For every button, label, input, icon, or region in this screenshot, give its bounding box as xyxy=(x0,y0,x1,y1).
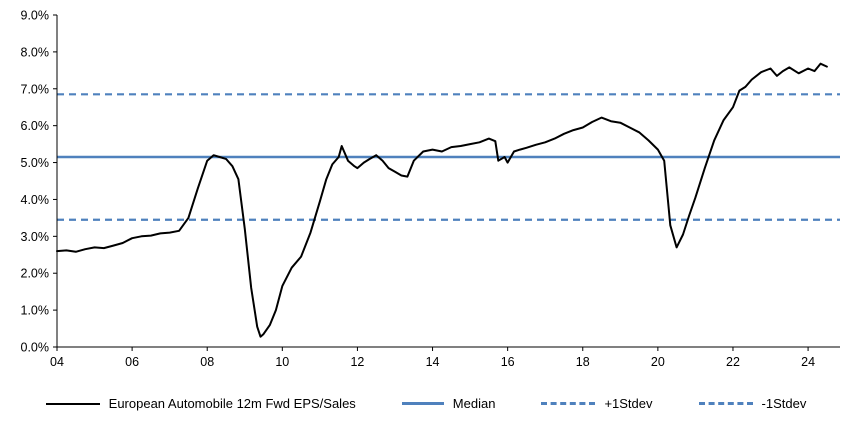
legend-label-series: European Automobile 12m Fwd EPS/Sales xyxy=(108,396,356,411)
plus1stdev-line-swatch xyxy=(541,402,596,405)
legend-label-plus1stdev: +1Stdev xyxy=(604,396,653,411)
x-tick-label: 14 xyxy=(426,355,440,369)
legend-label-minus1stdev: -1Stdev xyxy=(761,396,807,411)
y-tick-label: 8.0% xyxy=(21,45,50,59)
minus1stdev-line-swatch xyxy=(698,402,753,405)
y-tick-label: 5.0% xyxy=(21,156,50,170)
y-tick-label: 2.0% xyxy=(21,267,50,281)
x-tick-label: 08 xyxy=(200,355,214,369)
x-tick-label: 04 xyxy=(50,355,64,369)
x-tick-label: 18 xyxy=(576,355,590,369)
x-tick-label: 06 xyxy=(125,355,139,369)
series-line xyxy=(56,62,828,338)
chart-plot-area: 0.0% 1.0% 2.0% 3.0% 4.0% 5.0% 6.0% 7.0% 8.0% 9.0%… xyxy=(21,9,840,369)
y-tick-label: 0.0% xyxy=(21,341,50,355)
chart-legend: European Automobile 12m Fwd EPS/Sales Me… xyxy=(0,396,852,411)
x-tick-label: 10 xyxy=(275,355,289,369)
x-tick-label: 12 xyxy=(350,355,364,369)
series-line-swatch xyxy=(45,402,100,405)
x-tick-label: 24 xyxy=(801,355,815,369)
legend-item-median: Median xyxy=(401,396,496,411)
y-tick-label: 6.0% xyxy=(21,119,50,133)
legend-item-minus1stdev: -1Stdev xyxy=(698,396,807,411)
x-tick-label: 22 xyxy=(726,355,740,369)
x-tick-label: 16 xyxy=(501,355,515,369)
y-tick-label: 7.0% xyxy=(21,82,50,96)
y-tick-label: 4.0% xyxy=(21,193,50,207)
x-tick-label: 20 xyxy=(651,355,665,369)
legend-item-series: European Automobile 12m Fwd EPS/Sales xyxy=(45,396,356,411)
y-tick-label: 1.0% xyxy=(21,304,50,318)
legend-label-median: Median xyxy=(452,396,496,411)
median-line-swatch xyxy=(401,402,444,405)
y-tick-label: 9.0% xyxy=(21,9,50,23)
eps-sales-line-chart: 0.0% 1.0% 2.0% 3.0% 4.0% 5.0% 6.0% 7.0% 8.0% 9.0%… xyxy=(21,9,840,369)
legend-item-plus1stdev: +1Stdev xyxy=(541,396,653,411)
y-tick-label: 3.0% xyxy=(21,230,50,244)
